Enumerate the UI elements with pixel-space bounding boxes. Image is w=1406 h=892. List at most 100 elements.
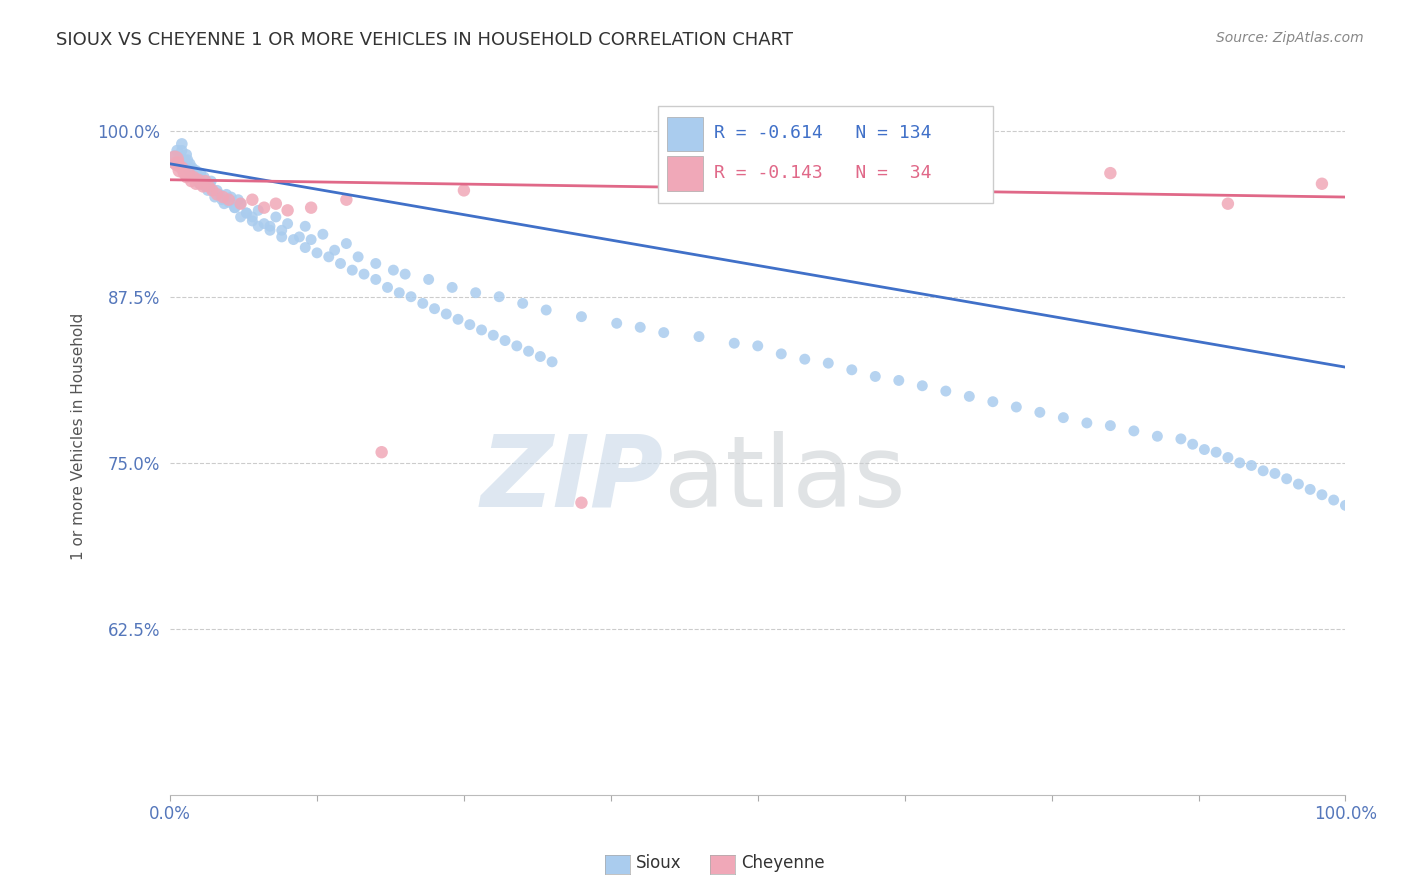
Point xyxy=(166,157,188,171)
Point xyxy=(184,177,207,191)
Point xyxy=(299,201,322,215)
Point xyxy=(294,241,316,255)
Point xyxy=(194,179,217,194)
Point xyxy=(1286,477,1309,491)
Point xyxy=(235,206,257,220)
Point xyxy=(318,250,340,264)
Point xyxy=(195,177,218,191)
Point xyxy=(1251,464,1274,478)
FancyBboxPatch shape xyxy=(668,117,703,152)
Point xyxy=(187,170,209,185)
Point xyxy=(163,153,186,167)
Point xyxy=(179,157,201,171)
Point xyxy=(312,227,335,242)
Point xyxy=(264,210,287,224)
Point xyxy=(191,174,214,188)
Point xyxy=(198,177,221,191)
Point xyxy=(205,187,228,202)
Point xyxy=(1170,432,1192,446)
Point xyxy=(353,267,375,281)
Point xyxy=(1146,429,1168,443)
Point xyxy=(652,326,675,340)
Point xyxy=(190,166,212,180)
Point xyxy=(229,196,252,211)
Point xyxy=(183,166,205,180)
Point xyxy=(688,329,710,343)
Point xyxy=(169,163,191,178)
Point xyxy=(176,147,198,161)
Point xyxy=(412,296,434,310)
Point xyxy=(364,272,387,286)
Point xyxy=(229,196,252,211)
Point xyxy=(194,174,217,188)
Point xyxy=(191,179,214,194)
Point xyxy=(981,394,1004,409)
Point xyxy=(170,136,193,151)
Point xyxy=(177,163,200,178)
Point xyxy=(606,316,628,330)
Point xyxy=(488,290,510,304)
Point xyxy=(264,196,287,211)
Point xyxy=(1310,177,1333,191)
Point xyxy=(418,272,440,286)
Point xyxy=(270,223,292,237)
Point xyxy=(841,363,863,377)
Point xyxy=(1240,458,1263,473)
Point xyxy=(197,183,219,197)
Point xyxy=(191,177,214,191)
Point xyxy=(347,250,370,264)
Point xyxy=(1275,472,1298,486)
Point xyxy=(1310,488,1333,502)
Point xyxy=(382,263,405,277)
Point xyxy=(259,223,281,237)
Text: atlas: atlas xyxy=(664,431,905,528)
Point xyxy=(1029,405,1052,419)
Point xyxy=(377,280,399,294)
Point xyxy=(793,352,815,367)
Point xyxy=(482,328,505,343)
Point xyxy=(541,355,564,369)
Point xyxy=(184,163,207,178)
Point xyxy=(240,214,263,228)
Point xyxy=(434,307,457,321)
Point xyxy=(215,187,238,202)
Point xyxy=(193,170,215,185)
Point xyxy=(218,193,240,207)
Point xyxy=(494,334,516,348)
Point xyxy=(1099,166,1122,180)
Point xyxy=(506,339,529,353)
Point xyxy=(174,157,197,171)
Point xyxy=(1334,499,1357,513)
Point xyxy=(235,206,257,220)
Point xyxy=(529,350,551,364)
Point xyxy=(305,245,328,260)
Point xyxy=(253,201,276,215)
Point xyxy=(299,233,322,247)
Point xyxy=(170,161,193,175)
Point xyxy=(1264,467,1286,481)
Point xyxy=(1076,416,1098,430)
Point xyxy=(180,166,202,180)
Point xyxy=(911,378,934,392)
Point xyxy=(247,203,270,218)
Point xyxy=(270,230,292,244)
Point xyxy=(342,263,364,277)
Point xyxy=(253,217,276,231)
Point xyxy=(628,320,651,334)
Point xyxy=(186,166,208,180)
Point xyxy=(335,193,357,207)
Text: ZIP: ZIP xyxy=(481,431,664,528)
Point xyxy=(1181,437,1204,451)
Point xyxy=(205,183,228,197)
Point xyxy=(200,174,222,188)
Point xyxy=(423,301,446,316)
Text: SIOUX VS CHEYENNE 1 OR MORE VEHICLES IN HOUSEHOLD CORRELATION CHART: SIOUX VS CHEYENNE 1 OR MORE VEHICLES IN … xyxy=(56,31,793,49)
Point xyxy=(163,150,186,164)
Point xyxy=(441,280,464,294)
Point xyxy=(935,384,957,398)
Point xyxy=(464,285,486,300)
Point xyxy=(277,217,299,231)
Point xyxy=(458,318,481,332)
Point xyxy=(1122,424,1144,438)
Point xyxy=(247,219,270,234)
